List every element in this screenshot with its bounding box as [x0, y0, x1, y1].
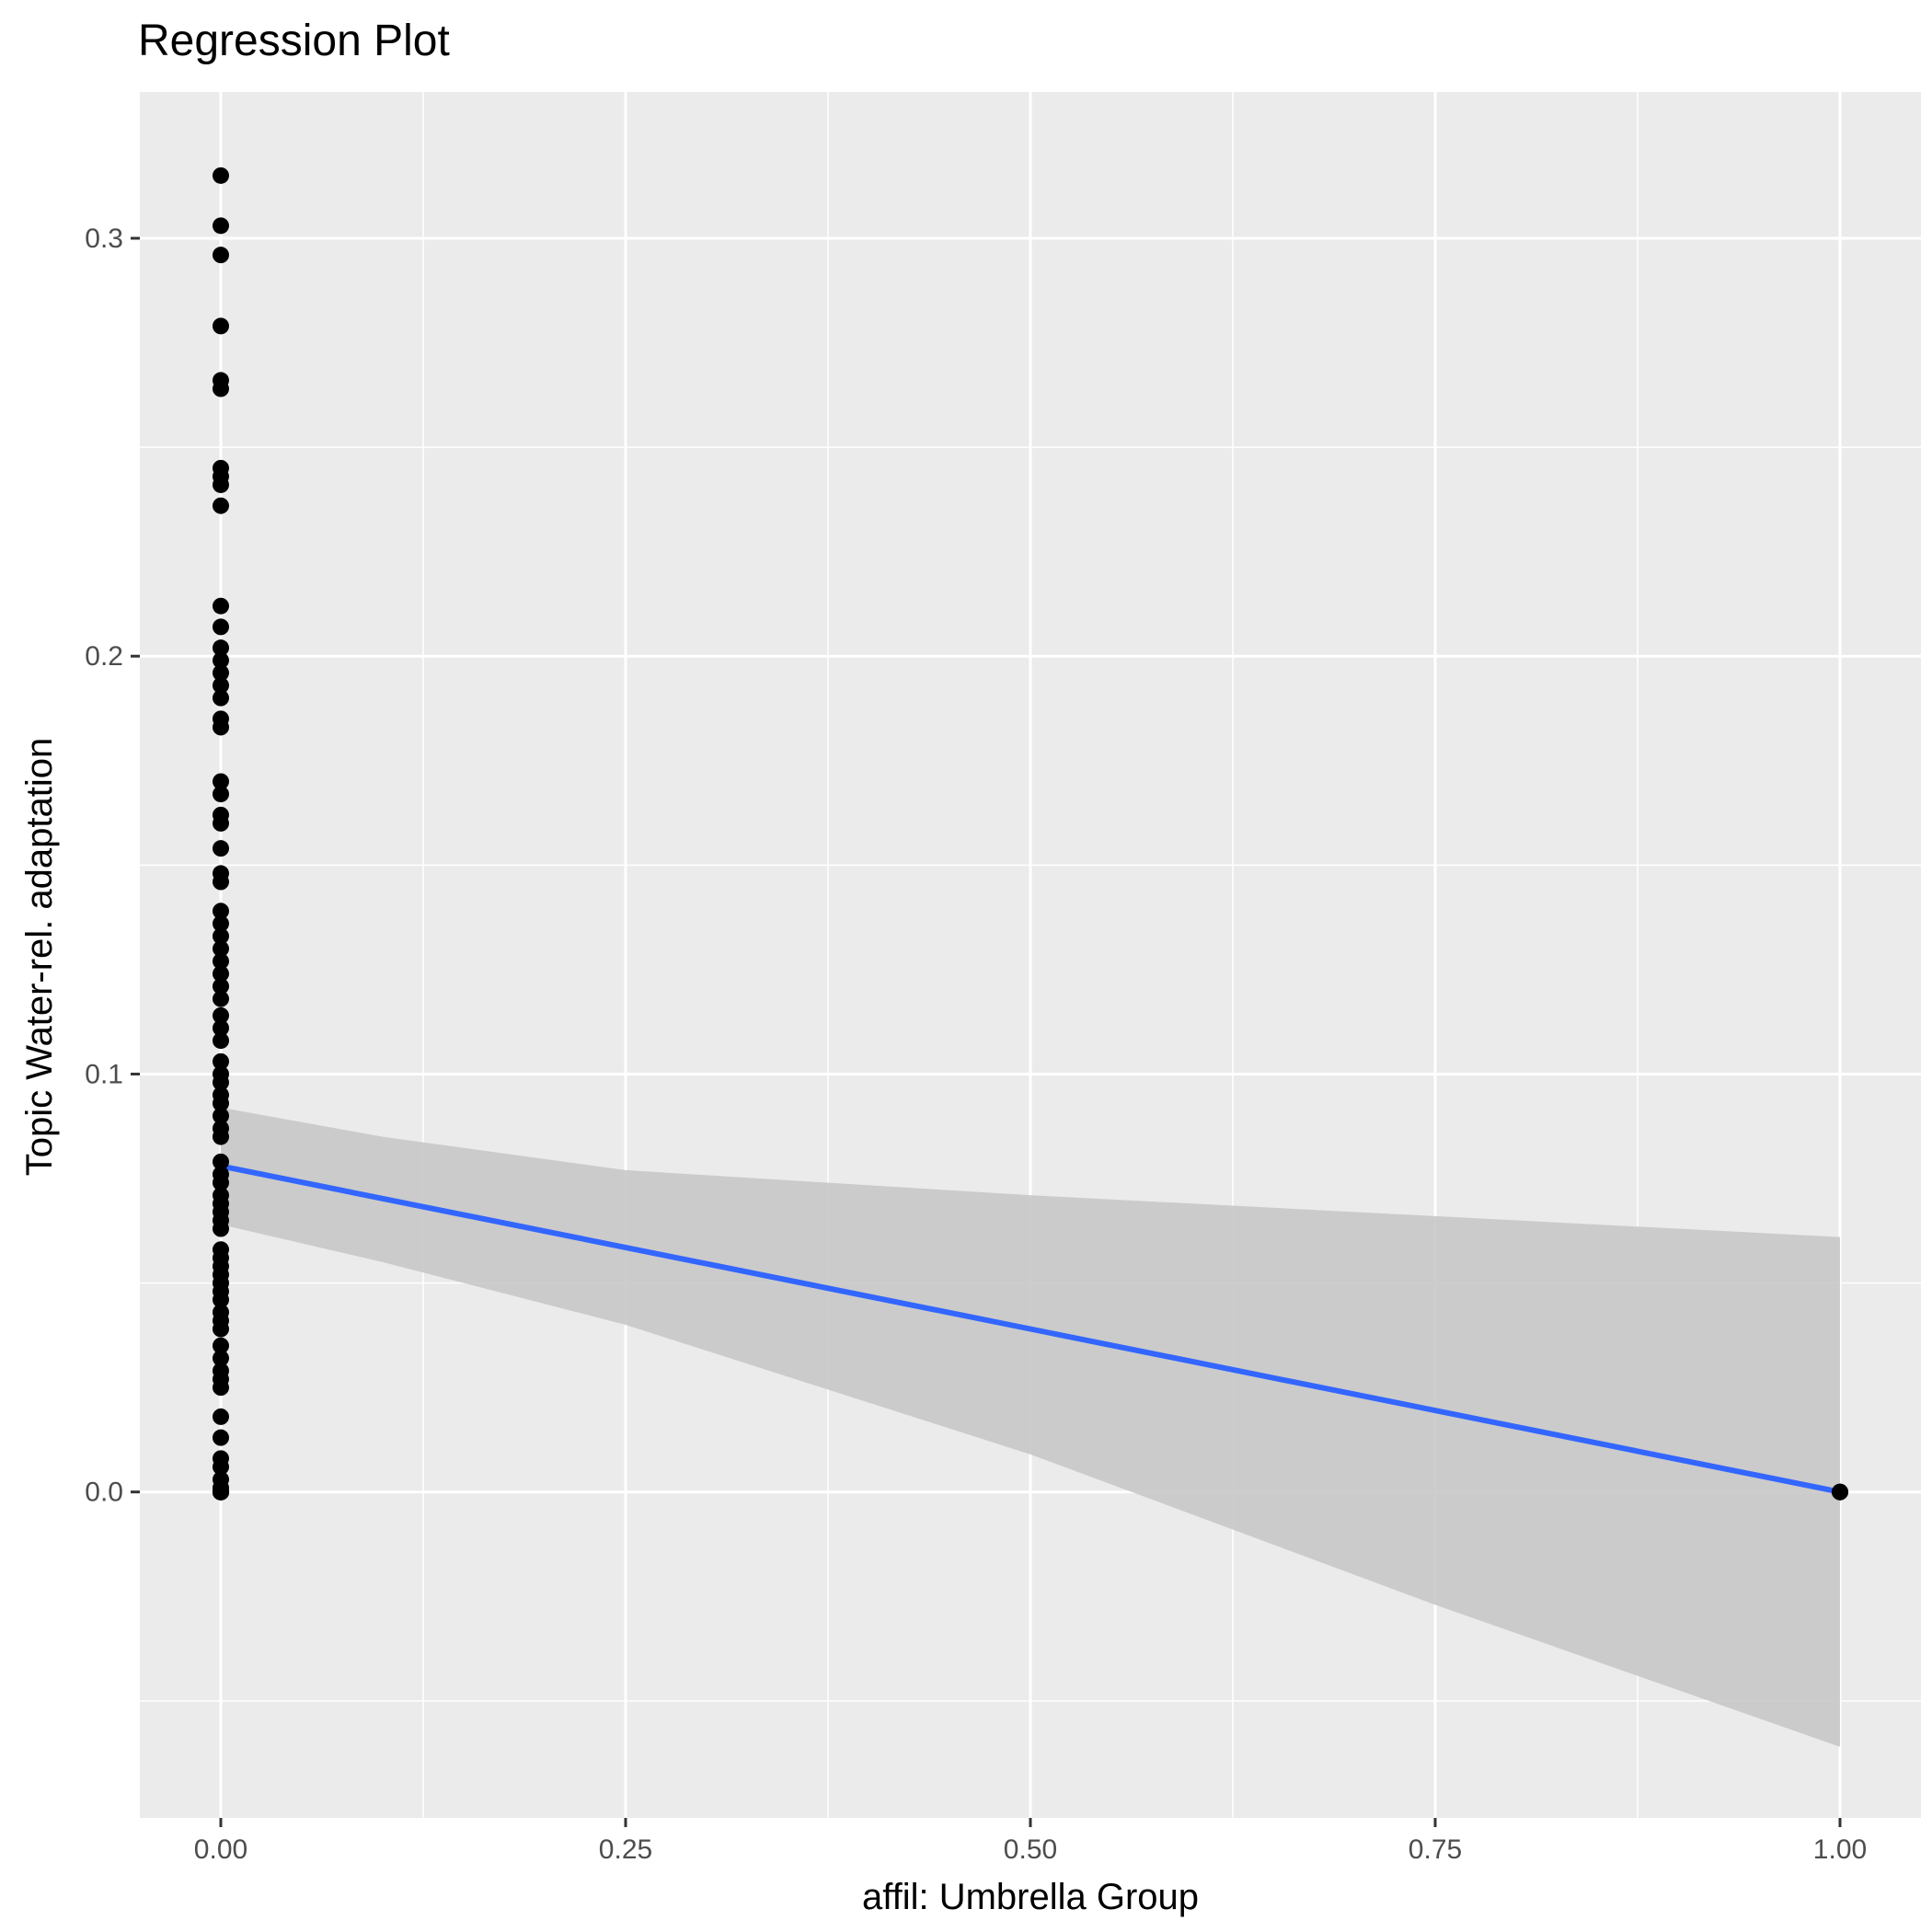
regression-line — [220, 1163, 1841, 1495]
data-point — [213, 1320, 229, 1338]
data-point — [213, 773, 229, 790]
data-point — [213, 497, 229, 514]
data-point — [213, 814, 229, 832]
data-point — [213, 217, 229, 235]
data-point — [213, 1052, 229, 1070]
y-axis: 0.0 0.1 0.2 0.3 — [85, 224, 140, 1508]
data-point — [213, 476, 229, 493]
data-point — [213, 1128, 229, 1145]
data-point — [213, 873, 229, 891]
data-point — [213, 978, 229, 995]
data-point — [213, 167, 229, 184]
data-point — [213, 990, 229, 1007]
data-point — [213, 1408, 229, 1425]
x-tick-label: 0.25 — [599, 1834, 652, 1865]
data-point — [213, 1483, 229, 1501]
data-point — [213, 597, 229, 615]
points-layer — [213, 167, 1848, 1501]
data-point — [213, 1107, 229, 1124]
confidence-band — [221, 1107, 1840, 1747]
data-point — [213, 664, 229, 682]
data-point — [213, 689, 229, 707]
y-tick-label: 0.2 — [85, 641, 123, 672]
y-tick-label: 0.3 — [85, 224, 123, 254]
y-tick-label: 0.1 — [85, 1059, 123, 1089]
data-point — [213, 1337, 229, 1354]
data-point — [213, 903, 229, 920]
data-point — [213, 639, 229, 657]
data-point — [213, 1379, 229, 1397]
y-axis-title: Topic Water-rel. adaptation — [19, 738, 60, 1177]
x-axis: 0.00 0.25 0.50 0.75 1.00 — [194, 1818, 1867, 1865]
data-point — [213, 651, 229, 669]
data-point — [213, 618, 229, 636]
x-tick-label: 0.50 — [1004, 1834, 1057, 1865]
data-point — [213, 927, 229, 945]
data-point — [213, 1350, 229, 1367]
data-point — [213, 1174, 229, 1191]
data-point — [213, 247, 229, 264]
data-point — [213, 786, 229, 803]
data-point — [213, 940, 229, 958]
x-tick-label: 1.00 — [1813, 1834, 1867, 1865]
data-point — [213, 965, 229, 983]
confidence-band-layer — [221, 1107, 1840, 1747]
data-point — [213, 1220, 229, 1237]
x-tick-label: 0.75 — [1409, 1834, 1462, 1865]
data-point — [213, 677, 229, 695]
data-point — [213, 1458, 229, 1476]
data-point — [213, 1095, 229, 1112]
data-point — [213, 1291, 229, 1308]
data-point — [213, 1019, 229, 1037]
data-point — [213, 840, 229, 857]
data-point — [213, 1006, 229, 1024]
x-axis-title: affil: Umbrella Group — [862, 1877, 1199, 1917]
data-point — [213, 1074, 229, 1091]
fit-line-layer — [220, 1163, 1841, 1495]
data-point — [213, 317, 229, 335]
data-point — [213, 1032, 229, 1050]
data-point — [213, 1429, 229, 1446]
y-tick-label: 0.0 — [85, 1478, 123, 1508]
data-point — [1832, 1483, 1848, 1501]
data-point — [213, 719, 229, 736]
data-point — [213, 380, 229, 397]
data-point — [213, 914, 229, 932]
data-point — [213, 952, 229, 970]
chart-title: Regression Plot — [138, 17, 450, 65]
x-tick-label: 0.00 — [194, 1834, 247, 1865]
data-point — [213, 1153, 229, 1170]
